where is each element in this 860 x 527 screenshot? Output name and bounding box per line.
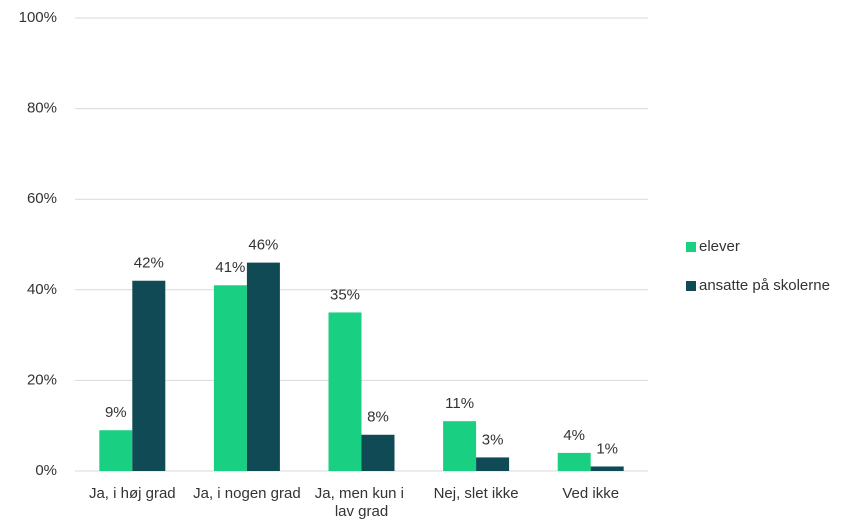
- y-tick-label: 40%: [27, 281, 57, 298]
- bar: [476, 457, 510, 471]
- data-label: 4%: [563, 427, 585, 444]
- x-tick-label: Ja, i nogen grad: [193, 485, 301, 502]
- data-label: 9%: [105, 404, 127, 421]
- x-tick-label: Nej, slet ikke: [434, 485, 519, 502]
- data-label: 42%: [134, 255, 164, 272]
- data-label: 41%: [215, 259, 245, 276]
- legend-label: ansatte på skolerne: [699, 277, 830, 294]
- legend-label: elever: [699, 238, 740, 255]
- data-label: 8%: [367, 409, 389, 426]
- legend-swatch: [686, 242, 696, 252]
- data-label: 35%: [330, 286, 360, 303]
- bar: [361, 434, 395, 471]
- y-tick-label: 80%: [27, 100, 57, 117]
- x-tick-label: Ved ikke: [562, 485, 619, 502]
- bar: [99, 430, 133, 471]
- bar: [557, 452, 591, 471]
- data-label: 1%: [596, 440, 618, 457]
- data-label: 3%: [482, 431, 504, 448]
- bar: [132, 280, 166, 471]
- legend-swatch: [686, 281, 696, 291]
- data-label: 46%: [248, 237, 278, 254]
- y-tick-label: 60%: [27, 190, 57, 207]
- bar: [246, 262, 280, 471]
- y-tick-label: 100%: [19, 9, 57, 26]
- y-tick-label: 0%: [35, 462, 57, 479]
- data-label: 11%: [445, 395, 474, 412]
- x-tick-label: Ja, i høj grad: [89, 485, 176, 502]
- bar: [590, 466, 624, 471]
- x-tick-label: Ja, men kun i lav grad: [315, 485, 408, 520]
- bar: [328, 312, 362, 471]
- bar: [443, 421, 477, 471]
- bar: [213, 285, 247, 471]
- y-tick-label: 20%: [27, 371, 57, 388]
